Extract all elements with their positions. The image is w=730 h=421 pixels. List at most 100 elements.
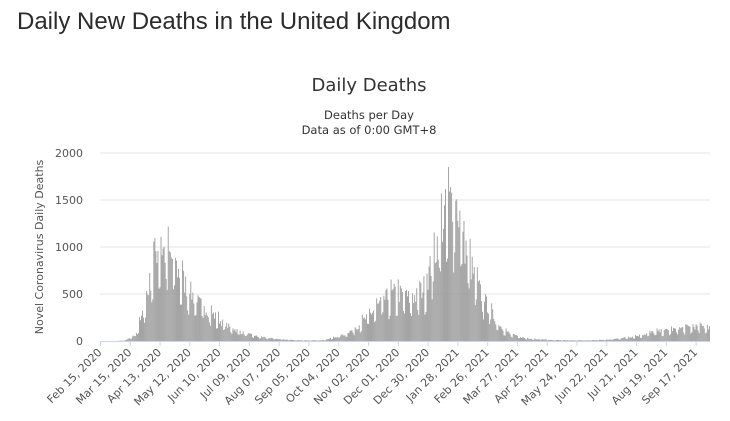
bar	[547, 340, 549, 341]
bar	[167, 226, 169, 341]
bar	[187, 310, 189, 341]
bar	[479, 284, 481, 341]
bar	[501, 328, 503, 341]
bar	[632, 338, 634, 341]
bar	[651, 330, 653, 341]
bar	[416, 288, 418, 341]
bar	[684, 334, 686, 341]
bar	[580, 340, 582, 341]
bar	[499, 326, 501, 341]
bar	[142, 310, 143, 341]
bar	[475, 299, 477, 341]
bar	[348, 332, 350, 341]
bar	[485, 294, 486, 341]
bar	[467, 283, 469, 341]
bar	[259, 338, 261, 341]
bar	[300, 340, 302, 341]
bar	[287, 340, 289, 341]
bar	[685, 324, 687, 341]
bar	[360, 331, 362, 341]
bar	[250, 333, 252, 341]
bar	[126, 339, 128, 341]
bar	[533, 339, 535, 341]
bar	[500, 326, 502, 341]
bar	[581, 340, 583, 341]
bar	[134, 336, 136, 341]
bar	[368, 323, 369, 341]
chart-subtitle-line-1: Deaths per Day	[324, 108, 414, 122]
bar	[179, 277, 180, 341]
bar	[549, 339, 551, 341]
bar	[202, 317, 204, 341]
bar	[372, 312, 374, 341]
bar	[267, 339, 269, 341]
bar	[158, 288, 160, 341]
bar	[422, 292, 424, 341]
bar	[361, 314, 363, 341]
bar	[152, 299, 154, 341]
grid-lines	[100, 152, 710, 295]
bar	[577, 340, 579, 341]
bar	[271, 337, 273, 341]
bar	[200, 298, 202, 341]
bar	[559, 340, 560, 341]
bar	[319, 340, 321, 341]
bar	[130, 338, 132, 341]
bar	[624, 337, 626, 341]
bar	[489, 323, 491, 341]
bar	[315, 340, 317, 341]
bar	[641, 337, 643, 341]
bar	[513, 334, 515, 341]
bar	[602, 339, 604, 341]
bar	[146, 290, 148, 341]
bar	[314, 340, 316, 341]
bar	[364, 319, 366, 341]
bars	[117, 166, 710, 341]
bar	[609, 339, 611, 341]
bar	[265, 337, 267, 341]
bar	[566, 340, 568, 341]
bar	[483, 319, 484, 341]
bar	[612, 339, 614, 341]
bar	[388, 319, 390, 341]
bar	[154, 238, 156, 341]
bar	[401, 292, 403, 341]
bar	[567, 340, 569, 341]
bar	[192, 292, 194, 341]
bar	[224, 329, 226, 341]
bar	[677, 334, 679, 341]
bar	[264, 337, 266, 341]
bar	[426, 273, 428, 341]
bar	[617, 338, 619, 341]
y-axis-label: Novel Coronavirus Daily Deaths	[33, 159, 46, 334]
bar	[525, 339, 527, 341]
bar	[465, 240, 467, 341]
bar	[207, 317, 209, 341]
bar	[129, 338, 131, 341]
bar	[183, 270, 185, 341]
bar	[254, 335, 255, 341]
bar	[262, 337, 264, 341]
bar	[222, 319, 224, 341]
bar	[385, 290, 387, 341]
bar	[216, 328, 217, 341]
bar	[573, 340, 575, 341]
bar	[240, 334, 242, 341]
bar	[631, 336, 633, 341]
bar	[626, 338, 628, 341]
bar	[471, 256, 473, 341]
bar	[531, 338, 533, 341]
bar	[217, 328, 218, 341]
bar	[638, 336, 639, 341]
bar	[451, 192, 453, 341]
bar	[459, 210, 461, 341]
bar	[221, 326, 223, 341]
bar	[461, 263, 463, 341]
bar	[556, 339, 558, 341]
bar	[386, 288, 388, 341]
bar	[484, 301, 485, 341]
bar	[585, 340, 587, 341]
bar	[423, 276, 425, 341]
bar	[195, 315, 197, 341]
